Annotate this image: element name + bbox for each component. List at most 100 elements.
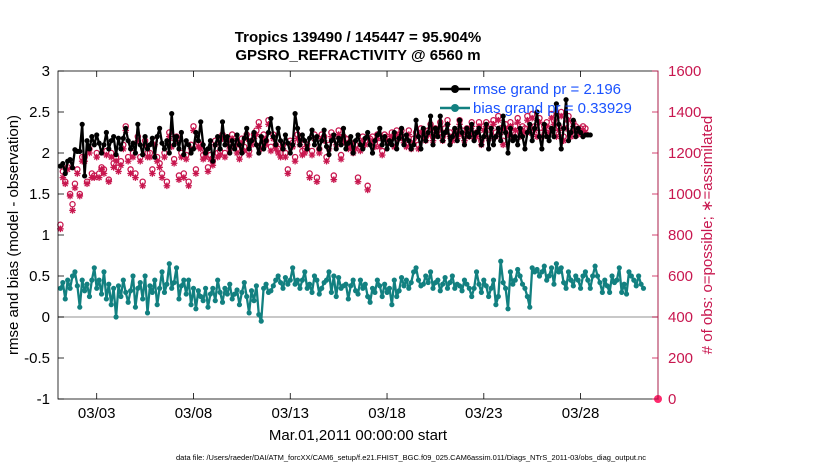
asterisk-stroke	[59, 174, 66, 181]
bias-point	[425, 279, 431, 286]
bias-point	[268, 288, 274, 294]
bias-point	[307, 281, 313, 287]
y-left-tick-label: -0.5	[24, 350, 50, 367]
rmse-point	[152, 154, 158, 160]
rmse-point	[62, 170, 68, 177]
assimilated-obs-marker	[59, 174, 67, 181]
y-right-tick-label: 1400	[668, 104, 701, 121]
bias-point	[98, 291, 105, 297]
bias-point	[113, 314, 119, 320]
rmse-point	[142, 134, 148, 140]
rmse-point	[427, 113, 434, 119]
rmse-point	[449, 134, 455, 140]
bias-point	[142, 273, 148, 279]
rmse-point	[127, 146, 134, 152]
assimilated-obs-marker	[233, 149, 241, 157]
asterisk-stroke	[338, 156, 344, 163]
assimilated-obs-marker	[76, 192, 84, 200]
bias-point	[561, 279, 567, 286]
asterisk-stroke	[154, 158, 161, 165]
bias-point	[437, 288, 443, 294]
assimilated-obs-marker	[301, 149, 309, 157]
rmse-point	[159, 140, 165, 146]
y-right-tick-label: 200	[668, 350, 693, 367]
rmse-point	[210, 158, 216, 164]
bias-point	[360, 285, 366, 291]
rmse-point	[123, 125, 129, 131]
rmse-point	[350, 150, 356, 156]
bias-point	[377, 283, 383, 289]
bias-point	[623, 291, 630, 297]
bias-point	[273, 277, 279, 283]
asterisk-stroke	[115, 168, 122, 175]
asterisk-stroke	[76, 193, 83, 199]
bias-point	[285, 281, 291, 287]
rmse-point	[420, 125, 426, 131]
rmse-point	[403, 132, 409, 138]
bias-point	[406, 285, 412, 291]
rmse-point	[294, 125, 301, 131]
rmse-point	[82, 173, 88, 179]
rmse-point	[222, 142, 228, 148]
rmse-point	[186, 142, 192, 148]
assimilated-obs-marker	[105, 178, 113, 185]
bias-point	[411, 269, 417, 275]
rmse-point	[140, 152, 146, 158]
bias-point	[101, 269, 107, 275]
rmse-point	[285, 140, 291, 146]
rmse-point	[125, 138, 131, 144]
bias-point	[258, 318, 264, 324]
bias-point	[205, 304, 211, 310]
bias-point	[210, 285, 216, 291]
ticks-layer: 03/03 03/08 03/13 03/18 03/23 03/28 -1 -0.5 0 0.5…	[24, 63, 701, 422]
rmse-point	[232, 146, 238, 152]
rmse-point	[529, 138, 535, 144]
assimilated-obs-marker	[499, 141, 507, 149]
asterisk-stroke	[323, 158, 330, 165]
rmse-point	[69, 165, 76, 171]
assimilated-obs-marker	[255, 123, 263, 130]
asterisk-stroke	[246, 152, 252, 158]
assimilated-obs-marker	[83, 180, 91, 188]
rmse-point	[454, 138, 460, 144]
asterisk-stroke	[205, 168, 211, 175]
rmse-point	[473, 129, 480, 136]
bias-point	[599, 289, 605, 295]
legend-bias-label: bias grand pr = 0.33929	[473, 100, 632, 117]
rmse-point	[188, 150, 194, 156]
assimilated-obs-marker	[61, 180, 69, 188]
bias-point	[447, 279, 453, 286]
assimilated-obs-marker	[182, 155, 190, 163]
rmse-point	[268, 115, 274, 122]
bias-point	[275, 273, 281, 279]
bias-point	[384, 289, 390, 295]
bias-point	[490, 277, 497, 283]
assimilated-obs-marker	[378, 151, 386, 159]
bias-point	[517, 273, 523, 279]
bias-point	[486, 293, 492, 300]
rmse-point	[94, 132, 100, 138]
bias-point	[246, 310, 252, 316]
bias-point	[159, 269, 165, 275]
rmse-point	[345, 140, 351, 146]
y-right-tick-label: 1600	[668, 63, 701, 80]
asterisk-stroke	[282, 154, 289, 160]
bias-point	[478, 289, 484, 295]
legend-bias-swatch-marker	[451, 104, 459, 112]
bias-point	[602, 277, 608, 283]
legend-rmse-label: rmse grand pr = 2.196	[473, 81, 621, 98]
rmse-point	[437, 113, 443, 119]
rmse-point	[181, 152, 187, 158]
rmse-point	[215, 134, 221, 140]
asterisk-stroke	[98, 166, 105, 173]
bias-point	[590, 273, 596, 279]
x-tick-label: 03/13	[271, 405, 309, 422]
rmse-point	[193, 129, 199, 136]
rmse-point	[212, 142, 218, 148]
bias-point	[65, 277, 71, 283]
bias-point	[582, 269, 589, 275]
rmse-point	[326, 152, 332, 158]
bias-point	[568, 277, 574, 283]
bias-point	[556, 269, 562, 275]
bias-point	[640, 285, 647, 291]
